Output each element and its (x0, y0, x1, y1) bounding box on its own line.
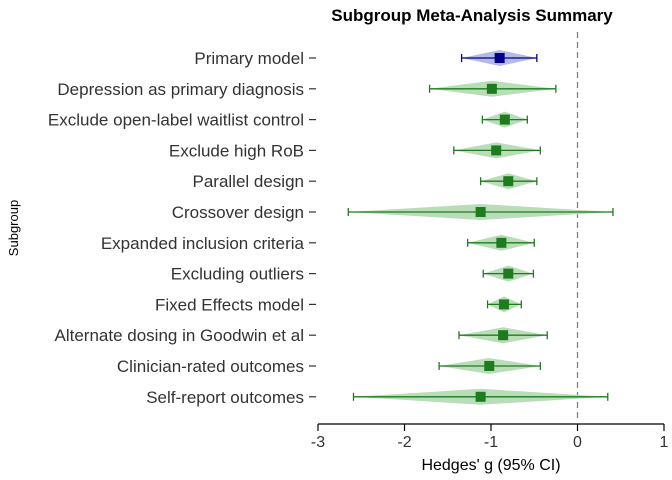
point-estimate (498, 299, 509, 310)
point-estimate (498, 330, 509, 341)
y-tick-label: Excluding outliers (171, 265, 304, 284)
y-tick-label: Alternate dosing in Goodwin et al (55, 326, 305, 345)
chart-title: Subgroup Meta-Analysis Summary (331, 6, 613, 25)
y-tick-label: Self-report outcomes (146, 388, 304, 407)
y-tick-label: Expanded inclusion criteria (101, 234, 305, 253)
y-tick-label: Depression as primary diagnosis (57, 80, 304, 99)
point-estimate (499, 114, 510, 125)
point-estimate (494, 53, 505, 63)
point-estimate (503, 268, 514, 279)
point-estimate (475, 391, 486, 402)
y-tick-label: Primary model (194, 49, 304, 68)
point-estimate (475, 207, 486, 217)
x-tick-label: 1 (660, 434, 669, 451)
x-tick-label: -1 (484, 434, 498, 451)
point-estimate (503, 176, 514, 187)
y-tick-label: Parallel design (192, 172, 304, 191)
y-tick-label: Crossover design (172, 203, 304, 222)
y-tick-label: Exclude open-label waitlist control (48, 111, 304, 130)
y-axis-label: Subgroup (6, 200, 21, 256)
x-axis-label: Hedges' g (95% CI) (421, 457, 560, 474)
point-estimate (486, 83, 497, 94)
y-tick-label: Exclude high RoB (169, 141, 304, 160)
x-tick-label: -2 (397, 434, 411, 451)
point-estimate (491, 145, 502, 156)
y-tick-label: Clinician-rated outcomes (117, 357, 304, 376)
x-tick-label: -3 (311, 434, 325, 451)
point-estimate (496, 237, 507, 248)
y-tick-label: Fixed Effects model (155, 295, 304, 314)
point-estimate (484, 361, 495, 371)
x-tick-label: 0 (573, 434, 582, 451)
